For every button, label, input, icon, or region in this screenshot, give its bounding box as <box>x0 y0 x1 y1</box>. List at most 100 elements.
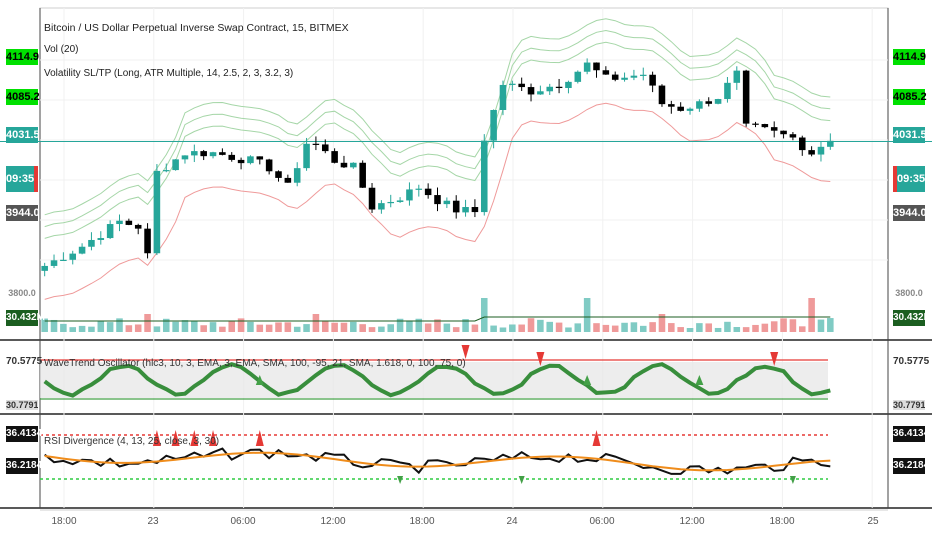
volume-bar <box>649 322 656 332</box>
volume-bar <box>434 319 441 332</box>
rsi-bullish-marker <box>789 476 796 484</box>
rsi-bearish-marker <box>190 430 199 446</box>
candle-body <box>125 220 133 225</box>
price-tag-left-third: 4031.5 <box>6 127 40 143</box>
upper-band-line-3 <box>44 18 831 216</box>
candle-body <box>331 151 338 163</box>
volume-bar <box>97 320 105 332</box>
volume-ghost-tag-left: 3800.0 <box>8 288 36 298</box>
candle-body <box>293 168 301 183</box>
candle-body <box>509 83 516 85</box>
candle-body <box>41 265 48 271</box>
candle-body <box>153 170 161 254</box>
volume-bar <box>162 318 170 332</box>
rsi-bearish-marker <box>171 430 180 446</box>
x-tick: 12:00 <box>679 516 705 527</box>
volume-bar <box>228 320 236 332</box>
volume-bar <box>565 327 572 332</box>
candle-body <box>162 170 170 172</box>
candle-body <box>649 74 656 86</box>
x-tick: 12:00 <box>320 516 346 527</box>
volume-bar <box>555 322 563 332</box>
volume-bar <box>798 326 806 332</box>
volume-bar <box>714 327 722 332</box>
candle-body <box>621 77 628 80</box>
candle-body <box>396 200 404 202</box>
volume-bar <box>303 324 310 332</box>
candle-body <box>770 127 778 131</box>
volume-bar <box>172 321 179 332</box>
volume-bar <box>761 323 769 332</box>
volume-bar <box>340 322 348 332</box>
volume-bar <box>88 326 95 332</box>
volume-tag-left: 30.432M <box>6 310 45 326</box>
volume-legend: Vol (20) <box>44 44 79 55</box>
volume-bar <box>583 298 591 332</box>
candle-body <box>611 74 619 80</box>
candle-body <box>237 159 245 164</box>
wt-sell-marker <box>461 345 470 359</box>
volume-bar <box>789 319 797 332</box>
lower-band-line <box>44 102 831 300</box>
chart-title: Bitcoin / US Dollar Perpetual Inverse Sw… <box>44 22 349 34</box>
candle-body <box>555 86 563 89</box>
volume-bar <box>359 324 366 332</box>
volume-bar <box>378 326 385 332</box>
candle-body <box>537 91 544 95</box>
candle-body <box>518 83 525 88</box>
volume-bar <box>480 298 488 332</box>
candle-body <box>116 220 123 225</box>
volume-bar <box>817 319 825 332</box>
rsi-bearish-marker <box>152 430 161 446</box>
price-tag-right-bottom: 3944.0 <box>893 205 927 221</box>
candle-body <box>817 146 825 155</box>
volume-bar <box>153 326 161 332</box>
candle-body <box>60 259 67 261</box>
candle-body <box>387 201 395 204</box>
candle-body <box>583 62 591 72</box>
wt-buy-marker <box>695 375 704 385</box>
volume-bar <box>621 322 628 332</box>
price-tag-right-third: 4031.5 <box>893 127 927 143</box>
candle-body <box>724 82 731 100</box>
candle-body <box>406 189 413 201</box>
volume-bar <box>265 324 273 332</box>
candle-body <box>798 137 806 151</box>
rsi-bullish-marker <box>518 476 525 484</box>
wt-bottom-tag-right: 30.7791 <box>893 400 925 410</box>
candle-body <box>200 151 207 157</box>
price-tag-right-second: 4085.2 <box>893 89 927 105</box>
volatility-legend: Volatility SL/TP (Long, ATR Multiple, 14… <box>44 68 294 79</box>
wt-sell-marker <box>536 352 545 366</box>
candle-body <box>499 84 507 111</box>
volume-bar <box>50 319 58 332</box>
wt-bottom-tag-left: 30.7791 <box>6 400 38 410</box>
candle-body <box>696 101 703 109</box>
volume-bar <box>78 325 86 332</box>
volume-bar <box>396 318 404 332</box>
candle-body <box>733 70 741 83</box>
volume-bar <box>686 327 694 332</box>
candle-body <box>424 188 432 196</box>
volume-bar <box>630 322 638 332</box>
volume-bar <box>41 318 48 332</box>
candle-body <box>106 224 114 239</box>
candle-body <box>359 162 366 188</box>
candle-body <box>677 106 684 111</box>
volume-bar <box>462 319 469 332</box>
volume-bar <box>387 324 395 332</box>
volume-bar <box>256 324 264 332</box>
candle-body <box>742 70 750 124</box>
volume-bar <box>696 323 703 332</box>
candle-body <box>480 140 488 213</box>
candle-body <box>705 101 713 104</box>
candle-body <box>714 99 722 104</box>
wt-line <box>43 362 831 398</box>
candle-body <box>303 143 310 169</box>
volume-ma-line <box>44 316 831 322</box>
volume-bar <box>200 325 207 332</box>
candle-body <box>78 246 86 254</box>
candle-body <box>219 152 226 155</box>
